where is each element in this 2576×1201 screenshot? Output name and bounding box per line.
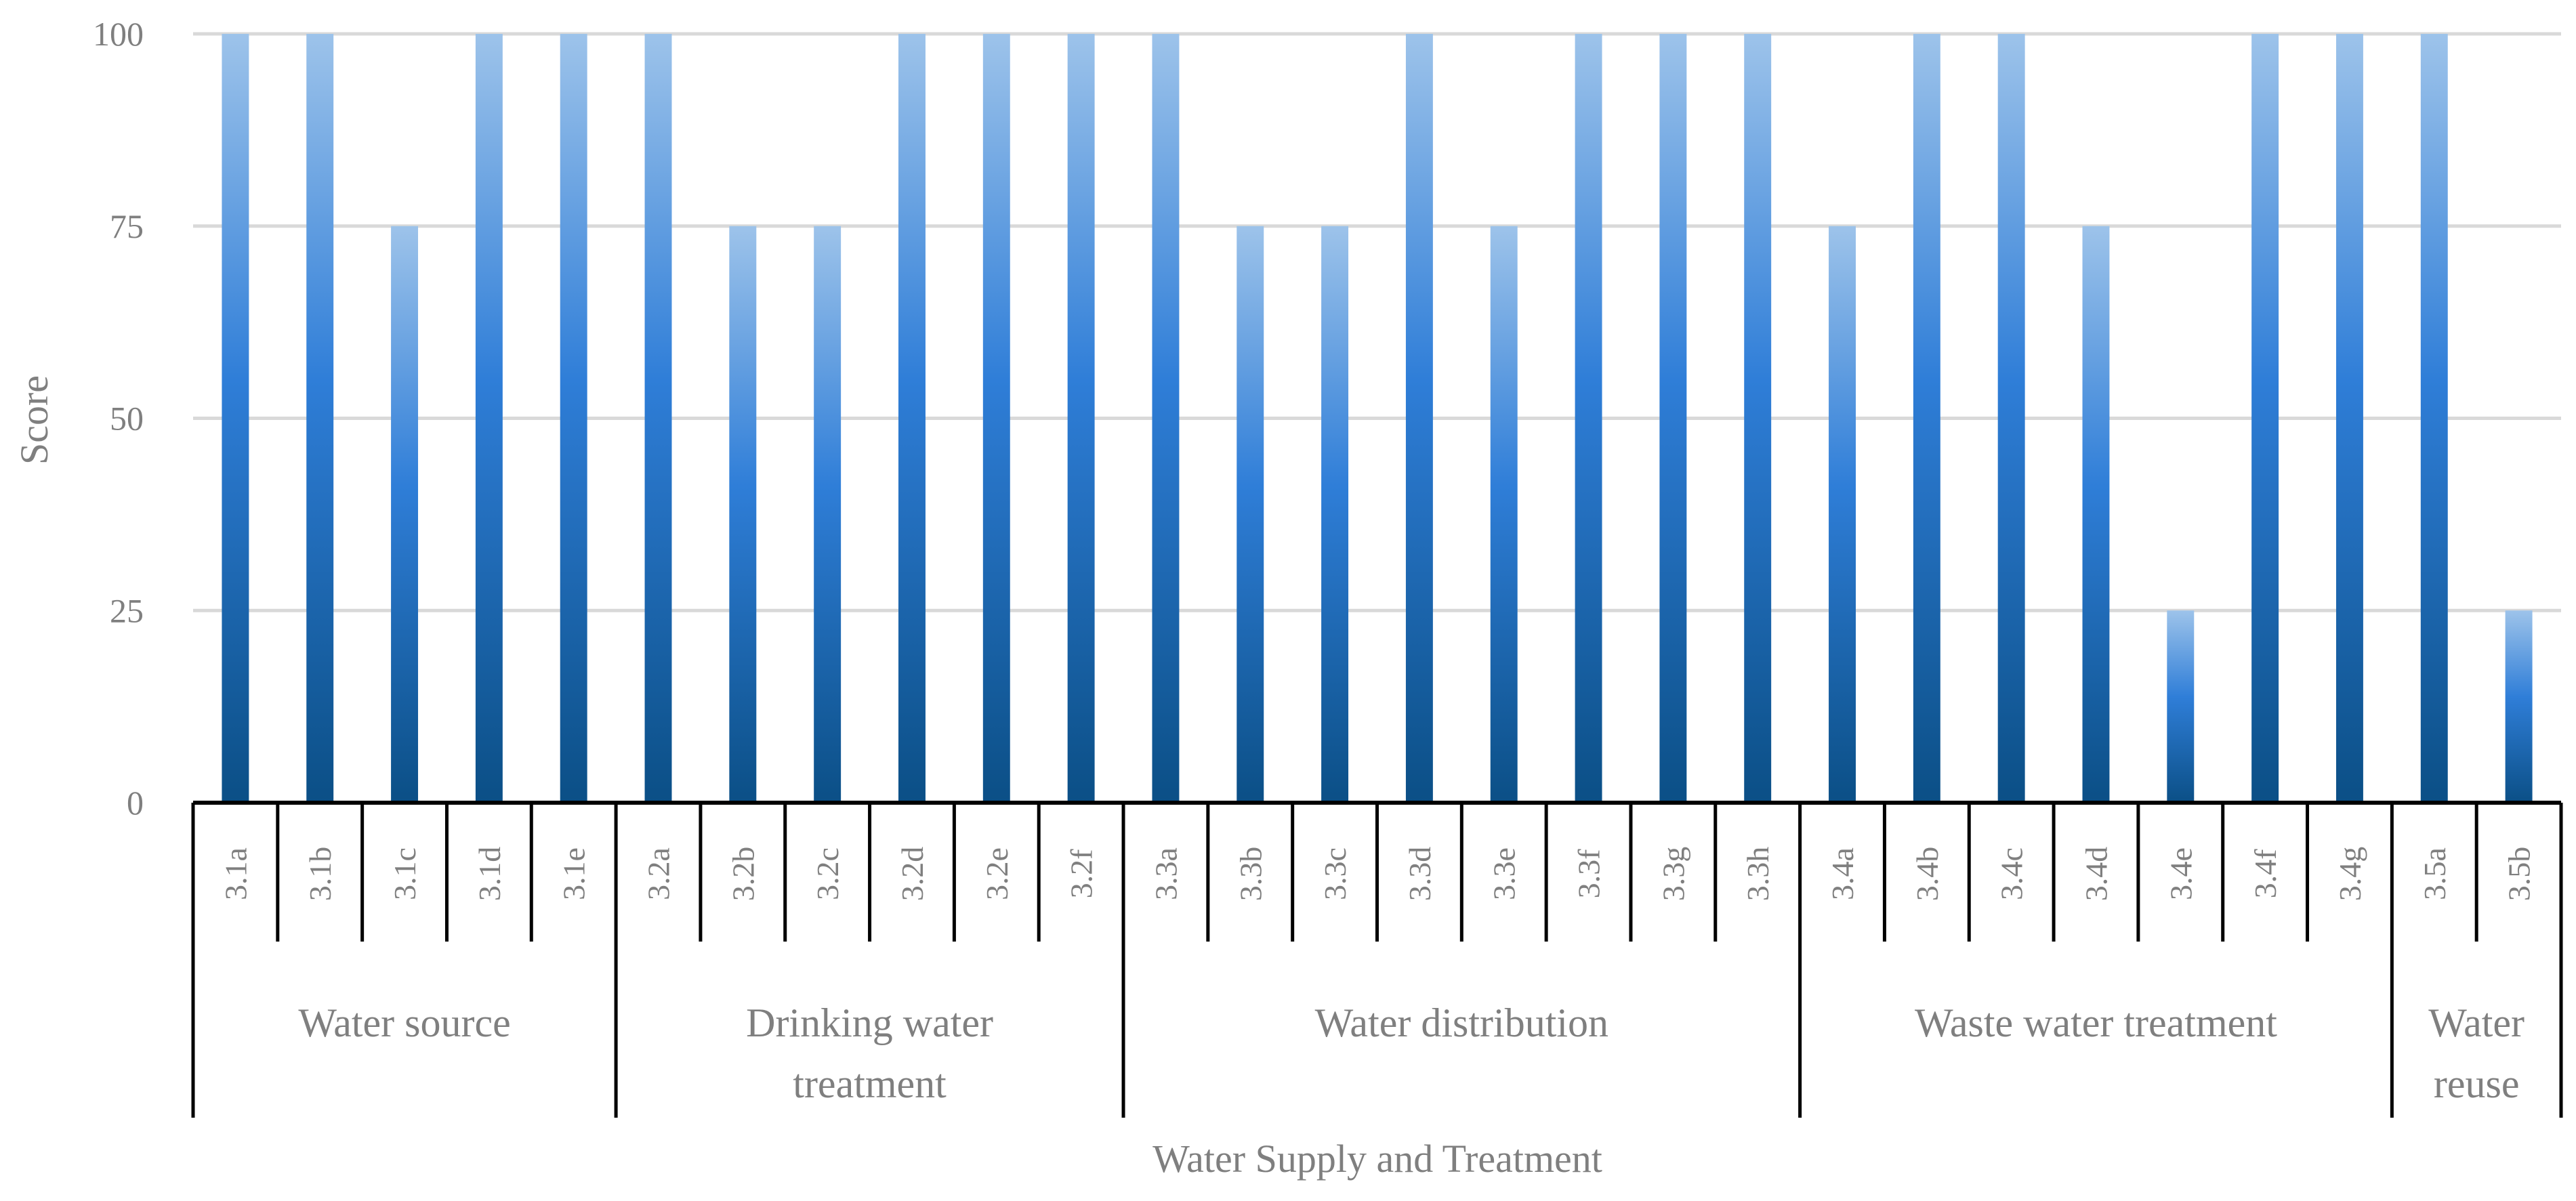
- bar-3.4f: [2251, 34, 2279, 803]
- bar-3.1c: [391, 226, 419, 803]
- bar-3.1b: [306, 34, 334, 803]
- category-label: 3.1e: [557, 847, 591, 900]
- category-label: 3.1c: [388, 847, 422, 900]
- category-label: 3.1b: [303, 847, 337, 902]
- group-label: Waste water treatment: [1915, 1000, 2277, 1045]
- bar-3.2d: [898, 34, 926, 803]
- bar-3.2e: [982, 34, 1010, 803]
- bars: [222, 34, 2533, 803]
- category-labels: 3.1a 3.1b 3.1c 3.1d 3.1e 3.2a 3.2b 3.2c 3.2d 3.2e…: [218, 847, 2536, 902]
- category-label: 3.4b: [1910, 847, 1945, 902]
- category-label: 3.4e: [2163, 847, 2198, 900]
- category-label: 3.4f: [2248, 849, 2283, 899]
- bar-3.4d: [2082, 226, 2110, 803]
- bar-3.1a: [222, 34, 249, 803]
- group-label: reuse: [2434, 1061, 2520, 1106]
- category-label: 3.3e: [1487, 847, 1522, 900]
- bar-3.3g: [1659, 34, 1687, 803]
- category-label: 3.4g: [2333, 847, 2367, 902]
- category-label: 3.4d: [2079, 847, 2113, 902]
- y-tick-label: 50: [110, 400, 144, 438]
- y-tick-label: 75: [110, 207, 144, 245]
- bar-3.4c: [1997, 34, 2025, 803]
- category-label: 3.2f: [1064, 849, 1099, 899]
- category-label: 3.1d: [472, 847, 507, 902]
- category-label: 3.2b: [726, 847, 760, 902]
- y-tick-label: 100: [93, 15, 144, 53]
- category-label: 3.1a: [218, 847, 253, 900]
- category-label: 3.5b: [2502, 847, 2537, 902]
- bar-3.3d: [1405, 34, 1433, 803]
- y-tick-labels: 0 25 50 75 100: [93, 15, 144, 822]
- gridlines: [193, 32, 2561, 612]
- group-labels: Water source Drinking water treatment Water…: [298, 1000, 2525, 1106]
- category-label: 3.3a: [1148, 847, 1183, 900]
- y-axis-title: Score: [12, 375, 56, 465]
- category-label: 3.4c: [1995, 847, 2029, 900]
- bar-3.1d: [475, 34, 503, 803]
- category-label: 3.5a: [2417, 847, 2452, 900]
- bar-3.1e: [560, 34, 587, 803]
- bar-3.3h: [1744, 34, 1772, 803]
- category-label: 3.3g: [1656, 847, 1690, 902]
- category-label: 3.3b: [1233, 847, 1268, 902]
- x-axis-title: Water Supply and Treatment: [1152, 1137, 1602, 1181]
- category-label: 3.3c: [1318, 847, 1352, 900]
- bar-3.3c: [1321, 226, 1349, 803]
- bar-3.2b: [729, 226, 757, 803]
- bar-3.3b: [1237, 226, 1264, 803]
- bar-3.4g: [2335, 34, 2363, 803]
- category-label: 3.2a: [642, 847, 676, 900]
- bar-3.3a: [1152, 34, 1180, 803]
- bar-3.5a: [2420, 34, 2448, 803]
- bar-3.3f: [1575, 34, 1602, 803]
- bar-3.3e: [1490, 226, 1518, 803]
- category-label: 3.3f: [1572, 849, 1606, 899]
- group-label: Water distribution: [1315, 1000, 1608, 1045]
- bar-3.2a: [644, 34, 672, 803]
- category-label: 3.3d: [1403, 847, 1437, 902]
- category-label: 3.2e: [980, 847, 1014, 900]
- bar-3.4e: [2167, 610, 2195, 803]
- category-label: 3.2d: [895, 847, 930, 902]
- y-tick-label: 0: [127, 784, 144, 822]
- bar-3.4b: [1913, 34, 1940, 803]
- category-label: 3.4a: [1825, 847, 1860, 900]
- category-label: 3.3h: [1741, 847, 1775, 902]
- category-label: 3.2c: [810, 847, 845, 900]
- group-label: Drinking water: [746, 1000, 993, 1045]
- group-label: Water source: [298, 1000, 510, 1045]
- bar-3.2c: [814, 226, 842, 803]
- bar-3.4a: [1829, 226, 1856, 803]
- x-axis: [191, 801, 2563, 1118]
- bar-3.2f: [1067, 34, 1095, 803]
- group-label: treatment: [793, 1061, 947, 1106]
- y-tick-label: 25: [110, 591, 144, 629]
- group-label: Water: [2428, 1000, 2525, 1045]
- bar-3.5b: [2505, 610, 2533, 803]
